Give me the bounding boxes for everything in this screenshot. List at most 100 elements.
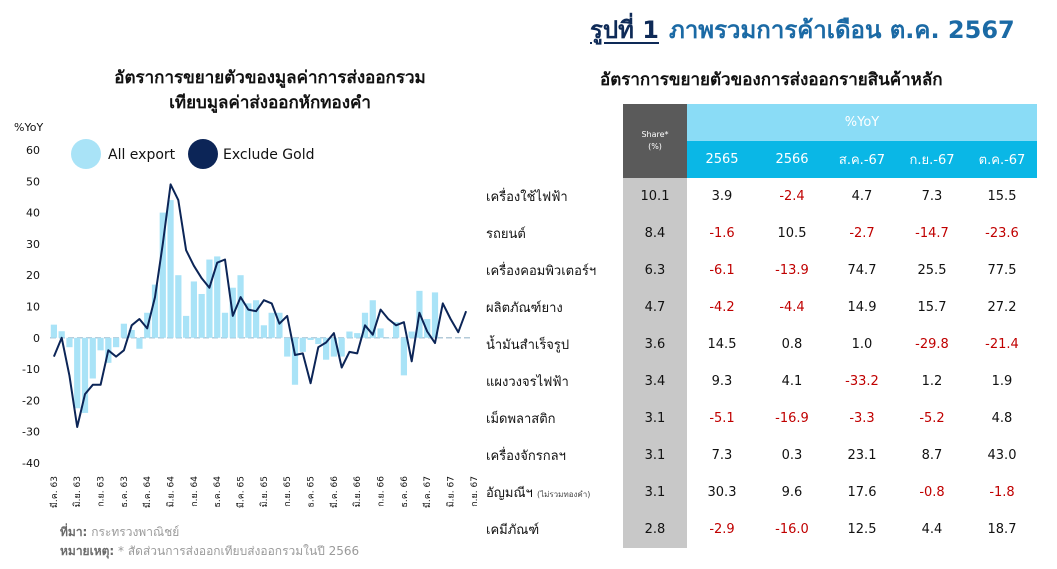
bar-all-export: [214, 256, 221, 338]
bar-all-export: [89, 337, 96, 379]
value-cell: 10.5: [777, 226, 807, 241]
value-cell: 4.8: [991, 411, 1013, 426]
value-cell: -2.9: [709, 522, 735, 537]
product-note: (ไม่รวมทองคำ): [536, 490, 591, 499]
share-cell: 8.4: [623, 215, 687, 252]
product-cell: เคมีภัณฑ์: [480, 511, 623, 548]
value-cell: 43.0: [987, 448, 1017, 463]
value-cell: 8.7: [921, 448, 943, 463]
value-cell: 74.7: [847, 263, 877, 278]
table-row: เครื่องจักรกลฯ 3.1 7.3 0.3 23.1 8.7 43.0: [480, 437, 1037, 474]
bar-all-export: [245, 303, 252, 338]
product-name: น้ำมันสำเร็จรูป: [486, 338, 570, 353]
value-cell: -13.9: [775, 263, 809, 278]
bar-all-export: [253, 300, 260, 338]
y-tick-label: 20: [26, 269, 40, 282]
source-label: ที่มา:: [60, 525, 88, 539]
bar-all-export: [408, 331, 415, 338]
bar-all-export: [431, 292, 439, 338]
x-tick-label: มี.ค. 67: [422, 476, 433, 508]
bar-all-export: [354, 333, 361, 338]
bar-all-export: [206, 259, 213, 338]
value-cell: 17.6: [847, 485, 877, 500]
value-cell: 1.2: [921, 374, 943, 389]
yoy-header: %YoY: [687, 104, 1037, 141]
value-cell: 1.9: [991, 374, 1013, 389]
bar-all-export: [81, 337, 89, 413]
product-name: อัญมณีฯ: [486, 486, 533, 501]
table-row: น้ำมันสำเร็จรูป 3.6 14.5 0.8 1.0 -29.8 -21.4: [480, 326, 1037, 363]
bar-all-export: [128, 329, 135, 338]
share-cell: 4.7: [623, 289, 687, 326]
product-name: รถยนต์: [486, 227, 526, 242]
bar-all-export: [183, 315, 190, 338]
product-header: [480, 104, 623, 178]
bar-all-export: [330, 337, 337, 357]
bar-all-export: [159, 212, 166, 338]
table-row: เคมีภัณฑ์ 2.8 -2.9 -16.0 12.5 4.4 18.7: [480, 511, 1037, 548]
x-tick-label: ธ.ค. 63: [120, 476, 130, 508]
y-tick-label: -20: [22, 394, 40, 407]
col-header-2565: 2565: [687, 141, 757, 178]
bar-all-export: [338, 337, 345, 357]
value-cell: 25.5: [917, 263, 947, 278]
share-cell: 3.4: [623, 363, 687, 400]
value-cell: -2.7: [849, 226, 875, 241]
product-cell: เม็ดพลาสติก: [480, 400, 623, 437]
remark-text: * สัดส่วนการส่งออกเทียบส่งออกรวมในปี 256…: [118, 544, 360, 558]
growth-chart: %YoY 60 50 40 30 20 10 0 -10 -20 -30 -40 มี.ค. 63 มิ.…: [14, 121, 480, 508]
value-cell: 4.4: [921, 522, 943, 537]
y-tick-label: 60: [26, 144, 40, 157]
share-header-label: Share*: [641, 130, 669, 139]
bar-all-export: [120, 323, 127, 338]
product-name: เม็ดพลาสติก: [486, 412, 556, 427]
bar-all-export: [393, 322, 400, 338]
value-cell: -23.6: [985, 226, 1019, 241]
x-tick-label: ก.ย. 64: [190, 476, 200, 507]
value-cell: 9.3: [711, 374, 733, 389]
value-cell: 77.5: [987, 263, 1017, 278]
bar-all-export: [97, 337, 104, 351]
table-row: เม็ดพลาสติก 3.1 -5.1 -16.9 -3.3 -5.2 4.8: [480, 400, 1037, 437]
product-cell: เครื่องคอมพิวเตอร์ฯ: [480, 252, 623, 289]
bar-all-export: [385, 337, 392, 339]
bar-all-export: [198, 293, 205, 338]
legend-swatch-exclude-gold: [188, 139, 218, 169]
bar-all-export: [400, 337, 407, 376]
product-cell: รถยนต์: [480, 215, 623, 252]
bar-all-export: [377, 328, 384, 338]
table-row: เครื่องใช้ไฟฟ้า 10.1 3.9 -2.4 4.7 7.3 15.5: [480, 178, 1037, 215]
value-cell: 9.6: [781, 485, 803, 500]
legend-exclude-gold: Exclude Gold: [223, 147, 315, 163]
table-row: อัญมณีฯ (ไม่รวมทองคำ) 3.1 30.3 9.6 17.6 -0.8-…: [480, 474, 1037, 511]
share-cell: 2.8: [623, 511, 687, 548]
value-cell: 0.3: [781, 448, 803, 463]
product-cell: เครื่องจักรกลฯ: [480, 437, 623, 474]
left-chart-title-line1: อัตราการขยายตัวของมูลค่าการส่งออกรวม: [114, 68, 426, 88]
source-text: กระทรวงพาณิชย์: [91, 525, 180, 539]
figure-title: ภาพรวมการค้าเดือน ต.ค. 2567: [669, 16, 1015, 44]
col-header-aug-67: ส.ค.-67: [827, 141, 897, 178]
value-cell: 3.9: [711, 189, 733, 204]
table-row: รถยนต์ 8.4 -1.6 10.5 -2.7 -14.7 -23.6: [480, 215, 1037, 252]
x-tick-label: มิ.ย. 67: [446, 476, 457, 507]
y-tick-label: 30: [26, 238, 40, 251]
y-tick-label: -40: [22, 457, 40, 470]
y-tick-label: -10: [22, 363, 40, 376]
left-chart-title: อัตราการขยายตัวของมูลค่าการส่งออกรวม เที…: [60, 66, 480, 116]
bar-all-export: [74, 337, 81, 409]
bar-all-export: [221, 312, 229, 338]
bar-all-export: [50, 324, 57, 338]
bar-all-export: [190, 281, 197, 338]
bar-all-export: [66, 337, 73, 348]
value-cell: -29.8: [915, 337, 949, 352]
x-tick-label: ก.ย. 67: [470, 476, 480, 507]
value-cell: -4.2: [709, 300, 735, 315]
bar-all-export: [113, 337, 120, 348]
source-note: ที่มา: กระทรวงพาณิชย์: [60, 523, 179, 542]
x-tick-label: ก.ย. 65: [283, 476, 293, 507]
col-header-2566: 2566: [757, 141, 827, 178]
value-cell: 12.5: [847, 522, 877, 537]
x-tick-label: มิ.ย. 63: [72, 476, 83, 507]
value-cell: 27.2: [987, 300, 1017, 315]
